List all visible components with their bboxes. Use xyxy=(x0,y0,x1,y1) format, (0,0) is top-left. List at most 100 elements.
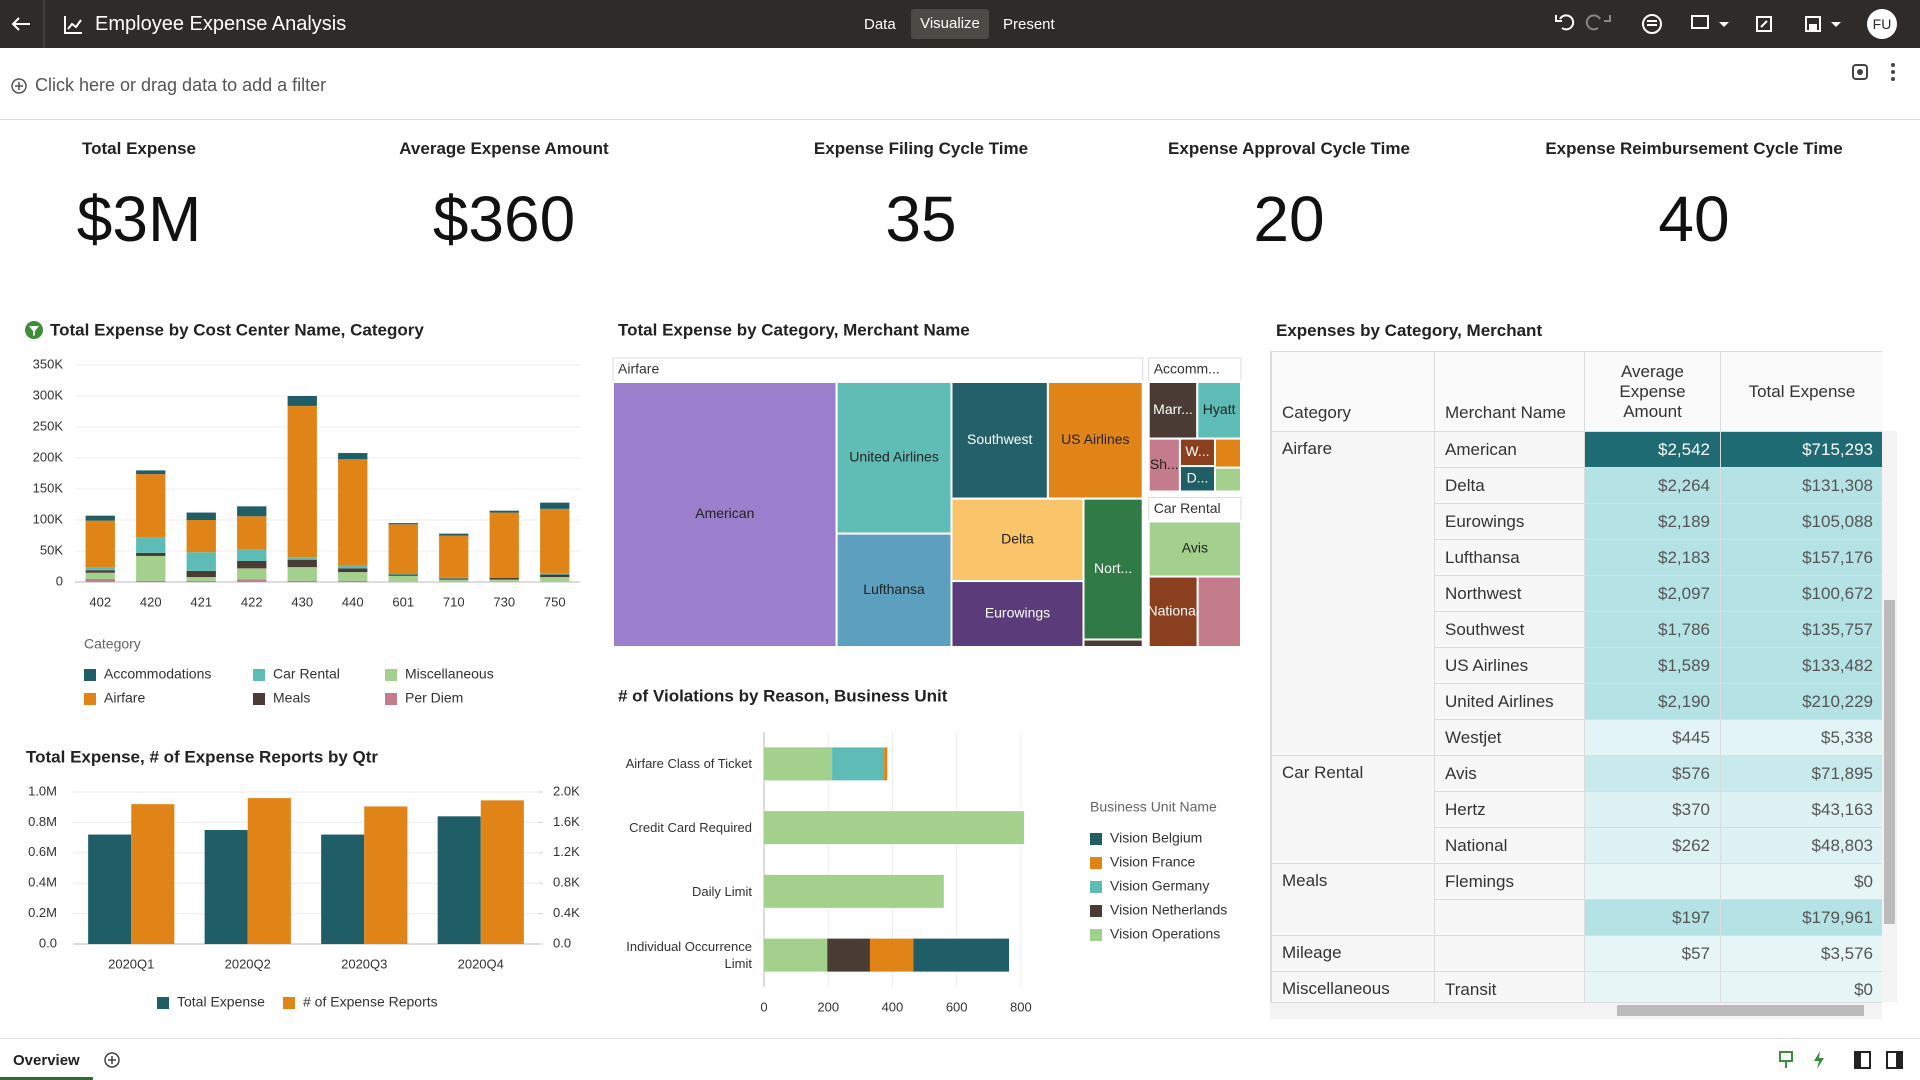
legend-swatch xyxy=(84,693,96,705)
bar-segment xyxy=(540,502,570,509)
x-tick-label: 421 xyxy=(190,594,212,609)
bar xyxy=(480,800,524,944)
chart-title: Total Expense, # of Expense Reports by Q… xyxy=(26,747,378,766)
y2-tick-label: 2.0K xyxy=(553,783,580,798)
y-tick-label: 150K xyxy=(33,480,64,495)
app-title: Employee Expense Analysis xyxy=(95,13,347,35)
tab[interactable]: Present xyxy=(1003,16,1055,33)
menu-button[interactable] xyxy=(1891,63,1895,81)
legend-label: Vision France xyxy=(1110,854,1196,870)
avatar[interactable] xyxy=(1867,9,1897,39)
table-row: Delta $2,264 $131,308 xyxy=(1272,467,1882,504)
value-cell: $48,803 xyxy=(1720,827,1882,864)
bar-segment xyxy=(237,579,267,582)
canvas-tab[interactable]: Overview xyxy=(13,1052,80,1069)
table-row: Mileage $57 $3,576 xyxy=(1271,935,1882,972)
treemap-tile xyxy=(1196,575,1243,648)
legend-label: Vision Netherlands xyxy=(1110,902,1227,918)
bar-segment xyxy=(338,568,368,573)
narrate-button[interactable] xyxy=(1642,14,1662,34)
kpi-title: Expense Reimbursement Cycle Time xyxy=(1545,139,1843,158)
y-tick-label: 0.4M xyxy=(28,875,57,890)
table-row: Westjet $445 $5,338 xyxy=(1272,719,1882,756)
merchant-cell: United Airlines xyxy=(1434,683,1585,720)
treemap-tile xyxy=(1214,466,1243,493)
table-row: Northwest $2,097 $100,672 xyxy=(1272,575,1882,612)
tab-active[interactable]: Visualize xyxy=(911,9,989,39)
chart-title: Total Expense by Category, Merchant Name xyxy=(618,320,970,339)
y-tick-label: Credit Card Required xyxy=(629,820,752,836)
x-tick-label: 0 xyxy=(760,999,767,1014)
table-row: United Airlines $2,190 $210,229 xyxy=(1272,683,1882,720)
treemap-label: Eurowings xyxy=(985,605,1050,621)
save-button[interactable] xyxy=(1805,16,1841,32)
treemap-label: US Airlines xyxy=(1061,431,1129,447)
treemap-label: W... xyxy=(1185,443,1209,459)
avatar-initials: FU xyxy=(1872,16,1892,32)
bar-segment xyxy=(489,577,519,580)
redo-button[interactable] xyxy=(1585,14,1611,31)
bar-segment xyxy=(287,559,317,568)
insight-button[interactable] xyxy=(1779,1051,1793,1068)
x-tick-label: 2020Q2 xyxy=(225,956,271,971)
legend-swatch xyxy=(157,997,169,1009)
bar-segment xyxy=(186,580,216,582)
y-tick-label: 300K xyxy=(33,387,64,402)
bar-segment xyxy=(489,510,519,513)
undo-button[interactable] xyxy=(1555,14,1575,31)
category-cell: Mileage xyxy=(1271,935,1435,972)
add-filter-icon[interactable] xyxy=(11,78,27,94)
treemap-tile xyxy=(950,580,1085,648)
bar-segment xyxy=(489,512,519,578)
treemap-tile xyxy=(1147,437,1181,493)
auto-insights-button[interactable] xyxy=(1814,1051,1824,1069)
merchant-cell: Northwest xyxy=(1434,575,1585,612)
comment-button[interactable] xyxy=(1691,15,1729,29)
treemap-group-label: Airfare xyxy=(618,361,659,377)
kpi-value: $360 xyxy=(432,183,576,255)
bar-segment xyxy=(439,535,469,578)
settings-button[interactable] xyxy=(1852,64,1868,80)
back-button[interactable] xyxy=(11,17,30,31)
panel-toggle[interactable] xyxy=(1854,1051,1871,1069)
y-tick-label: 50K xyxy=(40,542,63,557)
bar xyxy=(437,816,481,944)
y-tick-label: 250K xyxy=(33,418,64,433)
bar-segment xyxy=(186,552,216,571)
treemap-group-label: Car Rental xyxy=(1154,500,1221,516)
legend-label: Meals xyxy=(273,690,310,706)
bar-segment xyxy=(489,579,519,582)
bar-segment xyxy=(338,453,368,460)
panel-toggle[interactable] xyxy=(1886,1051,1903,1069)
value-cell: $715,293 xyxy=(1720,431,1882,468)
tab-underline xyxy=(0,1077,93,1080)
treemap-tile xyxy=(1082,497,1144,641)
bar-segment xyxy=(287,567,317,581)
legend-title: Business Unit Name xyxy=(1090,799,1217,815)
bar xyxy=(364,806,408,944)
merchant-cell: Southwest xyxy=(1434,611,1585,648)
add-canvas-button[interactable] xyxy=(104,1052,120,1068)
bar-segment xyxy=(388,524,418,574)
table-row: Miscellaneous Transit $0 xyxy=(1271,971,1882,1002)
table-row: US Airlines $1,589 $133,482 xyxy=(1272,647,1882,684)
x-tick-label: 600 xyxy=(946,999,968,1014)
bar-segment xyxy=(237,506,267,517)
y2-tick-label: 1.2K xyxy=(553,844,580,859)
bar xyxy=(204,830,248,944)
expand-button[interactable] xyxy=(1756,16,1772,32)
scroll-thumb xyxy=(1884,600,1895,924)
bar-segment xyxy=(338,580,368,582)
bar-segment xyxy=(439,577,469,579)
value-cell: $135,757 xyxy=(1720,611,1882,648)
filter-prompt[interactable]: Click here or drag data to add a filter xyxy=(35,75,327,95)
tab[interactable]: Data xyxy=(864,16,896,33)
y-tick-label: 100K xyxy=(33,511,64,526)
header-icons xyxy=(11,0,1897,48)
value-cell: $2,190 xyxy=(1584,683,1721,720)
treemap-tile xyxy=(1178,465,1217,493)
treemap-tile xyxy=(950,497,1085,583)
merchant-cell: Westjet xyxy=(1434,719,1585,756)
treemap-tile xyxy=(1178,437,1217,468)
bar-segment xyxy=(764,811,1025,845)
